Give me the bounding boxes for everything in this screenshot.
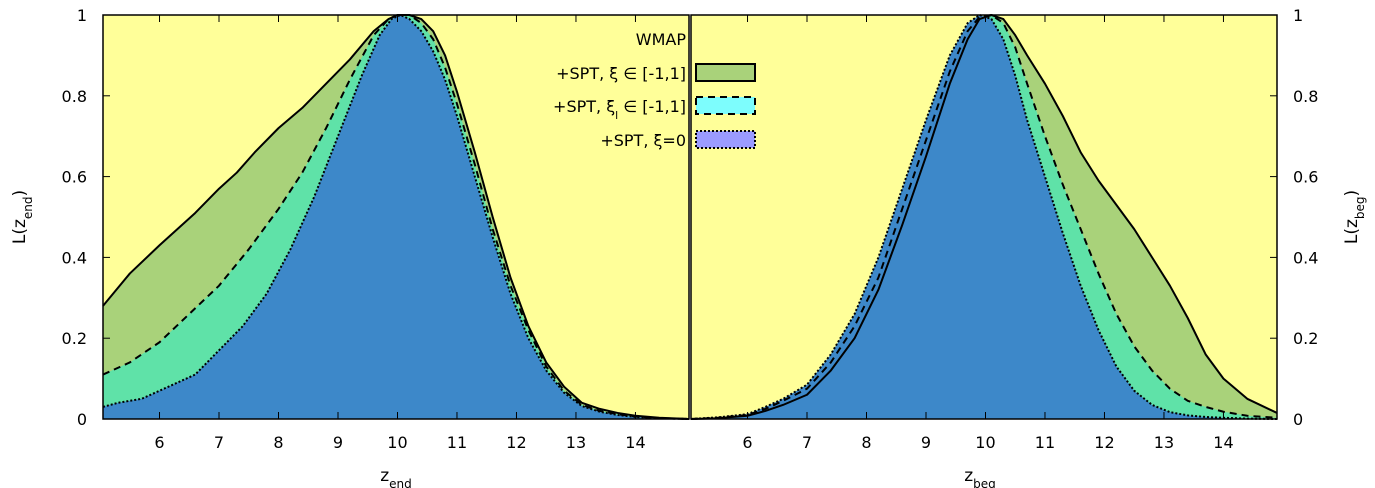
right-xtick-label-11: 11 [1035,433,1055,452]
right-xtick-label-10: 10 [975,433,995,452]
right-area-spt-xi0 [691,15,1277,419]
right-xtick-label-8: 8 [861,433,871,452]
legend-swatch-spt-xi0 [695,130,756,149]
right-ytick-label-2: 0.4 [1293,248,1318,267]
left-ytick-label-4: 0.8 [62,87,87,106]
legend-swatch-spt-xil [695,96,756,115]
right-x-axis-label: zbeg [964,466,996,488]
left-xtick-label-10: 10 [387,433,407,452]
right-y-axis-label: L(zbeg) [1342,190,1367,244]
left-curve-spt-xi0 [102,14,690,420]
left-panel: 6 7 8 9 10 11 12 13 14 0 0.2 0.4 0.6 0.8 1 [62,6,690,452]
left-ytick-label-3: 0.6 [62,168,87,187]
right-xtick-label-9: 9 [921,433,931,452]
legend-label-spt-xi0: +SPT, ξ=0 [600,131,686,150]
left-curve-spt-xil [102,14,690,420]
left-xtick-label-13: 13 [566,433,586,452]
left-xtick-label-11: 11 [447,433,467,452]
right-curve-spt-xil [690,14,1278,420]
right-xtick-label-13: 13 [1154,433,1174,452]
right-panel: 6 7 8 9 10 11 12 13 14 0 0.2 0.4 0.6 0.8 1 [690,6,1318,452]
left-x-axis-label: zend [380,466,412,488]
right-ytick-label-3: 0.6 [1293,168,1318,187]
right-curve-spt-xi [690,14,1278,420]
left-xtick-label-6: 6 [154,433,164,452]
legend-label-spt-xil: +SPT, ξl ∈ [-1,1] [553,97,686,122]
left-xtick-label-7: 7 [214,433,224,452]
left-xtick-label-14: 14 [625,433,645,452]
right-plot-frame [690,14,1278,420]
right-xtick-label-14: 14 [1213,433,1233,452]
right-ytick-label-0: 0 [1293,410,1303,429]
right-xtick-label-6: 6 [742,433,752,452]
legend: WMAP +SPT, ξ ∈ [-1,1] +SPT, ξl ∈ [-1,1] … [553,30,756,150]
right-ytick-label-1: 0.2 [1293,329,1318,348]
legend-swatch-spt-xi [695,63,756,82]
left-plot-frame [102,14,690,420]
legend-label-wmap: WMAP [636,30,687,49]
left-ytick-label-5: 1 [77,6,87,25]
left-xtick-label-8: 8 [273,433,283,452]
left-ytick-label-1: 0.2 [62,329,87,348]
left-curve-spt-xi [102,14,690,420]
right-xtick-label-7: 7 [802,433,812,452]
legend-swatch-wmap [696,31,755,47]
legend-label-spt-xi: +SPT, ξ ∈ [-1,1] [556,64,686,83]
left-y-axis-label: L(zend) [10,190,35,244]
left-xtick-label-9: 9 [333,433,343,452]
left-ytick-label-2: 0.4 [62,248,87,267]
right-ytick-label-4: 0.8 [1293,87,1318,106]
right-ytick-label-5: 1 [1293,6,1303,25]
left-ytick-label-0: 0 [77,410,87,429]
left-xtick-label-12: 12 [506,433,526,452]
right-xtick-label-12: 12 [1094,433,1114,452]
